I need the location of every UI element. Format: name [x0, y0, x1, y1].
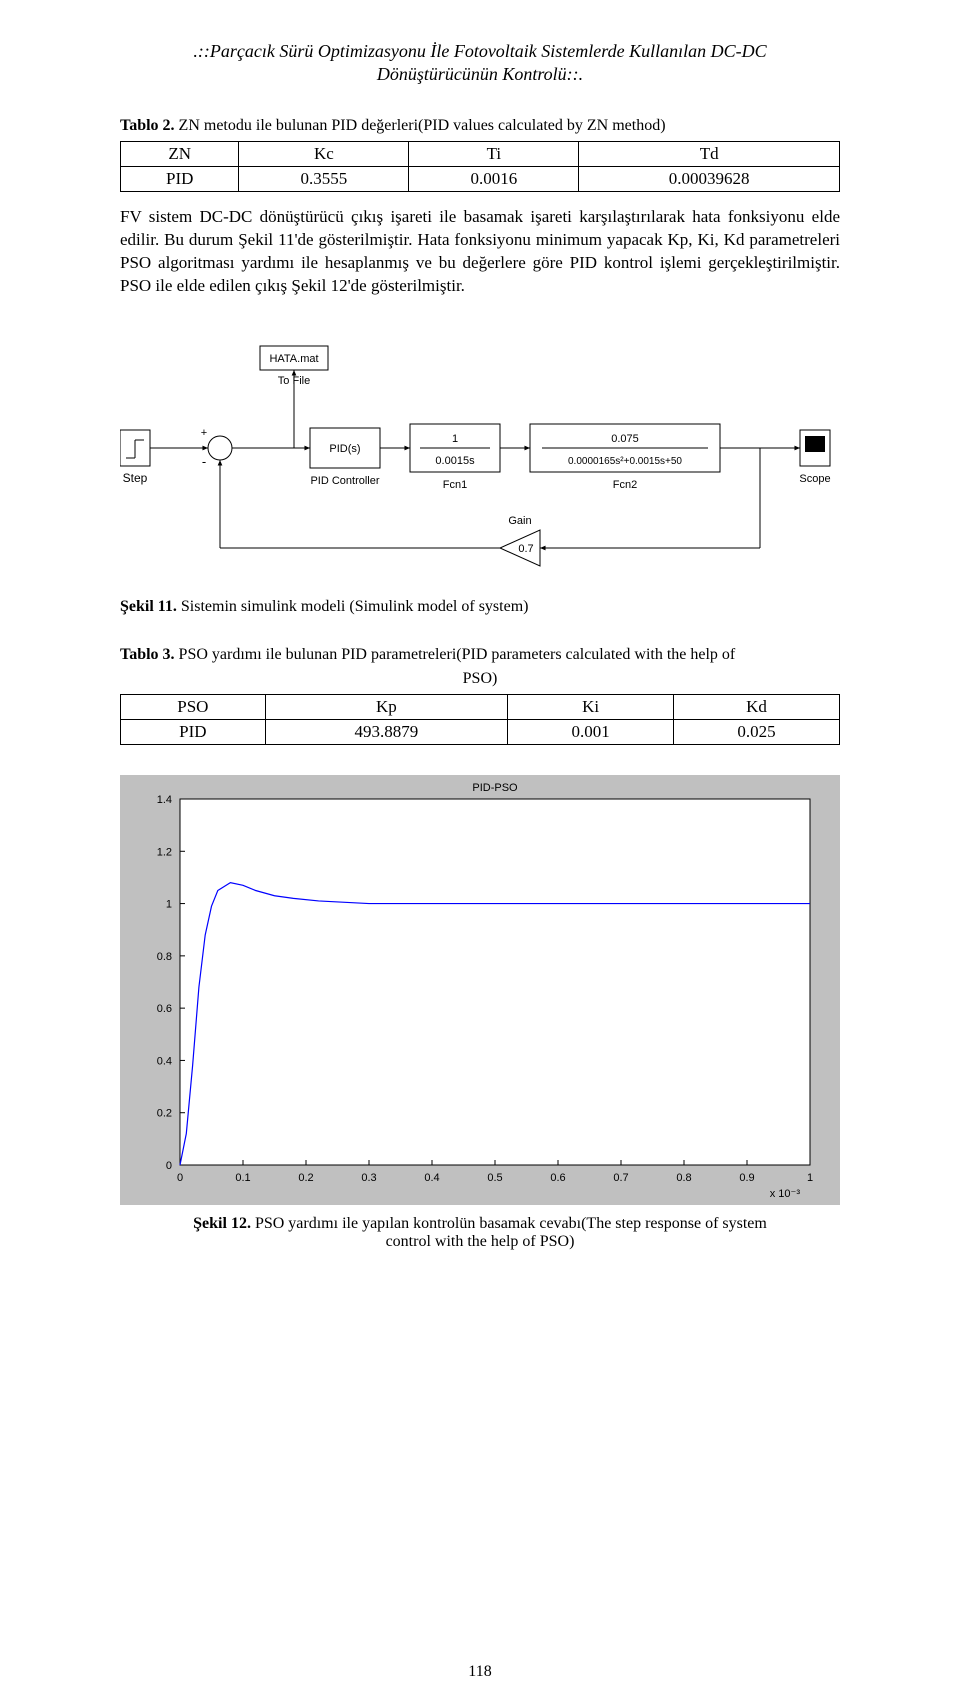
- svg-text:Scope: Scope: [799, 473, 830, 485]
- table3-r1: 493.8879: [265, 719, 507, 744]
- table2-caption: Tablo 2. ZN metodu ile bulunan PID değer…: [120, 117, 840, 135]
- svg-text:0.2: 0.2: [298, 1172, 313, 1184]
- svg-text:0.9: 0.9: [739, 1172, 754, 1184]
- simulink-diagram: Step+-HATA.matTo FilePID(s)PID Controlle…: [120, 328, 840, 588]
- fig11-caption: Şekil 11. Sistemin simulink modeli (Simu…: [120, 598, 840, 616]
- svg-text:0.6: 0.6: [550, 1172, 565, 1184]
- table2-h0: ZN: [121, 141, 239, 166]
- table3-caption: Tablo 3. PSO yardımı ile bulunan PID par…: [120, 646, 840, 664]
- svg-text:Fcn2: Fcn2: [613, 479, 637, 491]
- fig12-rest: PSO yardımı ile yapılan kontrolün basama…: [251, 1215, 767, 1232]
- svg-text:1: 1: [807, 1172, 813, 1184]
- fig12-caption: Şekil 12. PSO yardımı ile yapılan kontro…: [120, 1215, 840, 1251]
- header-line1: .::Parçacık Sürü Optimizasyonu İle Fotov…: [193, 41, 766, 61]
- table3-r2: 0.001: [508, 719, 674, 744]
- svg-text:1: 1: [452, 433, 458, 445]
- svg-text:PID Controller: PID Controller: [310, 475, 379, 487]
- table3-h3: Kd: [674, 694, 840, 719]
- svg-text:Fcn1: Fcn1: [443, 479, 467, 491]
- table2-r3: 0.00039628: [579, 166, 840, 191]
- svg-text:Step: Step: [123, 471, 148, 485]
- svg-text:HATA.mat: HATA.mat: [269, 353, 318, 365]
- svg-text:0.3: 0.3: [361, 1172, 376, 1184]
- table3: PSO Kp Ki Kd PID 493.8879 0.001 0.025: [120, 694, 840, 745]
- fig11-bold: Şekil 11.: [120, 598, 177, 615]
- table-row: PID 0.3555 0.0016 0.00039628: [121, 166, 840, 191]
- paragraph-1: FV sistem DC-DC dönüştürücü çıkış işaret…: [120, 206, 840, 298]
- table2-r0: PID: [121, 166, 239, 191]
- chart-figure: PID-PSO 0 0.2 0.4 0.6 0.8 1 1.2 1.4 0 0.1 0.2 0.3 0.4…: [120, 775, 840, 1205]
- running-header: .::Parçacık Sürü Optimizasyonu İle Fotov…: [120, 40, 840, 87]
- svg-text:1: 1: [166, 898, 172, 910]
- table3-h1: Kp: [265, 694, 507, 719]
- table-row: PID 493.8879 0.001 0.025: [121, 719, 840, 744]
- table2-h1: Kc: [239, 141, 409, 166]
- fig12-bold: Şekil 12.: [193, 1215, 251, 1232]
- svg-text:0: 0: [177, 1172, 183, 1184]
- page-number: 118: [0, 1663, 960, 1681]
- svg-text:0.0000165s²+0.0015s+50: 0.0000165s²+0.0015s+50: [568, 456, 682, 467]
- table-row: PSO Kp Ki Kd: [121, 694, 840, 719]
- svg-text:0.6: 0.6: [157, 1003, 172, 1015]
- table2-caption-bold: Tablo 2.: [120, 117, 175, 134]
- svg-text:0.2: 0.2: [157, 1107, 172, 1119]
- table-row: ZN Kc Ti Td: [121, 141, 840, 166]
- table3-h2: Ki: [508, 694, 674, 719]
- svg-text:0.1: 0.1: [235, 1172, 250, 1184]
- fig12-line2: control with the help of PSO): [120, 1233, 840, 1251]
- svg-text:0.8: 0.8: [676, 1172, 691, 1184]
- svg-text:0.7: 0.7: [613, 1172, 628, 1184]
- svg-text:x 10⁻³: x 10⁻³: [770, 1188, 801, 1200]
- svg-text:0.4: 0.4: [157, 1055, 172, 1067]
- table2-caption-rest: ZN metodu ile bulunan PID değerleri(PID …: [175, 117, 666, 134]
- table3-h0: PSO: [121, 694, 266, 719]
- simulink-figure: Step+-HATA.matTo FilePID(s)PID Controlle…: [120, 328, 840, 588]
- header-line2: Dönüştürücünün Kontrolü::.: [377, 64, 583, 84]
- table3-r0: PID: [121, 719, 266, 744]
- svg-text:PID-PSO: PID-PSO: [472, 782, 518, 794]
- svg-text:1.4: 1.4: [157, 794, 172, 806]
- fig11-rest: Sistemin simulink modeli (Simulink model…: [177, 598, 529, 615]
- table2: ZN Kc Ti Td PID 0.3555 0.0016 0.00039628: [120, 141, 840, 192]
- svg-text:0.075: 0.075: [611, 433, 639, 445]
- svg-text:0: 0: [166, 1160, 172, 1172]
- table2-h2: Ti: [409, 141, 579, 166]
- svg-text:0.4: 0.4: [424, 1172, 439, 1184]
- table3-caption-line2: PSO): [120, 670, 840, 688]
- svg-text:0.8: 0.8: [157, 950, 172, 962]
- svg-text:0.0015s: 0.0015s: [435, 455, 475, 467]
- svg-text:PID(s): PID(s): [329, 443, 360, 455]
- svg-text:-: -: [202, 454, 206, 469]
- svg-text:0.5: 0.5: [487, 1172, 502, 1184]
- pid-pso-chart: PID-PSO 0 0.2 0.4 0.6 0.8 1 1.2 1.4 0 0.1 0.2 0.3 0.4…: [120, 775, 840, 1205]
- svg-text:0.7: 0.7: [518, 543, 533, 555]
- table3-caption-bold: Tablo 3.: [120, 646, 175, 663]
- table3-r3: 0.025: [674, 719, 840, 744]
- page: .::Parçacık Sürü Optimizasyonu İle Fotov…: [0, 0, 960, 1699]
- table2-r2: 0.0016: [409, 166, 579, 191]
- svg-text:1.2: 1.2: [157, 846, 172, 858]
- svg-text:Gain: Gain: [508, 515, 531, 527]
- svg-text:+: +: [201, 427, 207, 439]
- table2-h3: Td: [579, 141, 840, 166]
- table2-r1: 0.3555: [239, 166, 409, 191]
- table3-caption-rest: PSO yardımı ile bulunan PID parametreler…: [175, 646, 736, 663]
